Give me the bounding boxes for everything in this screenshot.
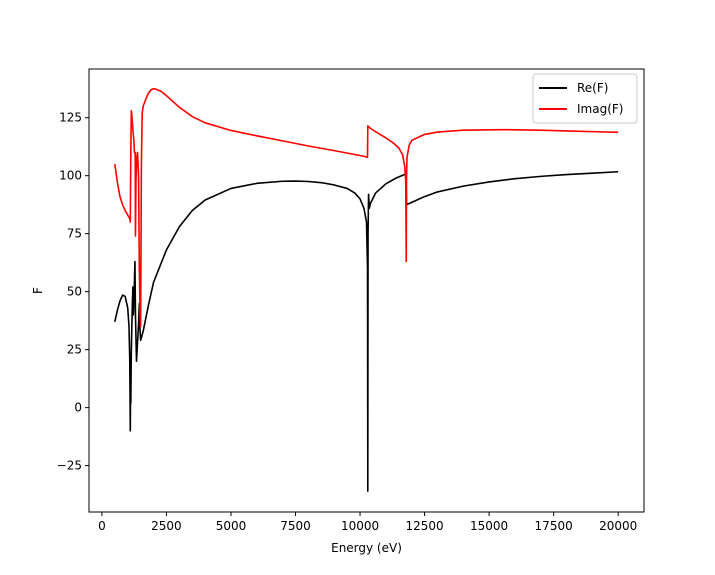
y-tick-label: 25 [67, 343, 82, 357]
y-tick-label: −25 [57, 459, 82, 473]
x-tick-label: 5000 [216, 519, 247, 533]
y-axis: −25 0 25 50 75 100 125 [57, 111, 89, 473]
y-tick-label: 75 [67, 227, 82, 241]
y-tick-label: 100 [59, 169, 82, 183]
legend-box [532, 73, 638, 124]
x-axis-label: Energy (eV) [331, 541, 402, 555]
y-tick-label: 50 [67, 285, 82, 299]
x-tick-label: 15000 [470, 519, 508, 533]
legend-label-imag: Imag(F) [577, 102, 623, 116]
plot-lines [114, 87, 619, 492]
y-tick-label: 125 [59, 111, 82, 125]
series-line-imag [114, 87, 619, 328]
x-tick-label: 17500 [535, 519, 573, 533]
x-tick-label: 7500 [280, 519, 311, 533]
x-axis: 0 2500 5000 7500 10000 12500 15000 17500 20000 [98, 512, 637, 533]
axes-frame [88, 68, 645, 513]
x-tick-label: 12500 [405, 519, 443, 533]
x-tick-label: 10000 [341, 519, 379, 533]
y-axis-label: F [31, 287, 45, 294]
x-tick-label: 0 [98, 519, 106, 533]
y-tick-label: 0 [74, 401, 82, 415]
legend-label-re: Re(F) [577, 81, 608, 95]
x-tick-label: 2500 [151, 519, 182, 533]
legend: Re(F) Imag(F) [532, 73, 638, 124]
x-tick-label: 20000 [599, 519, 637, 533]
